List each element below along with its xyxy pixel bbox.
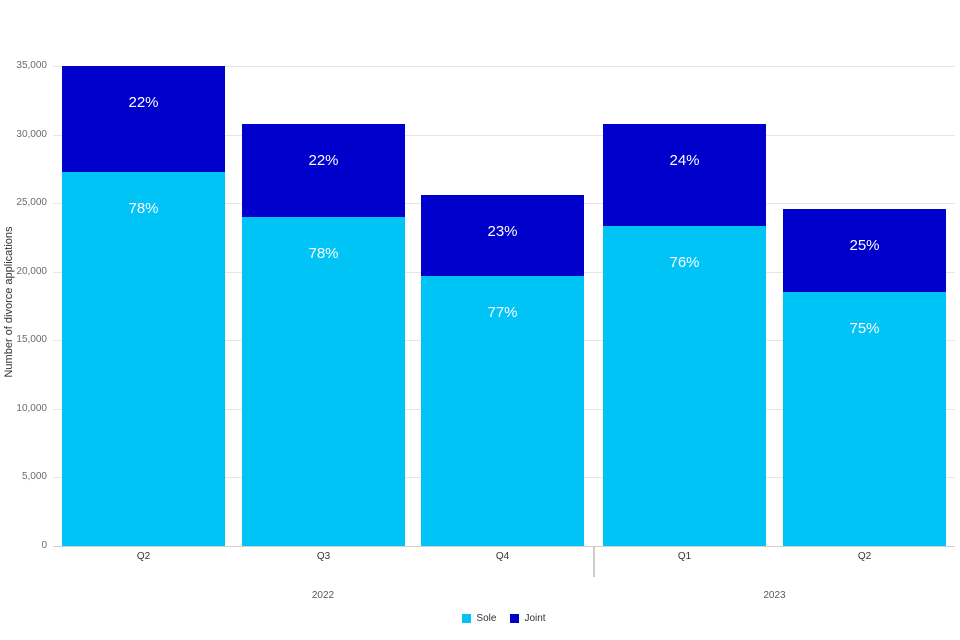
bar-segment-sole: 75% — [783, 292, 946, 546]
x-axis-tick-label: Q3 — [316, 551, 331, 562]
y-axis-tick-label: 35,000 — [16, 60, 47, 71]
y-axis-tick-label: 30,000 — [16, 129, 47, 140]
legend-swatch-joint — [510, 614, 520, 623]
bar-segment-joint: 22% — [62, 66, 225, 172]
legend-item-sole[interactable]: Sole — [462, 613, 496, 624]
x-axis-tick-label: Q2 — [857, 551, 872, 562]
bar-segment-joint: 24% — [603, 123, 766, 227]
bar-segment-sole: 76% — [603, 226, 766, 546]
year-group-label: 2022 — [311, 590, 335, 601]
bar-percent-label: 77% — [487, 303, 518, 321]
bar-percent-label: 78% — [128, 199, 159, 217]
legend-item-joint[interactable]: Joint — [510, 613, 546, 624]
y-axis-title: Number of divorce applications — [3, 226, 15, 378]
bar-percent-label: 78% — [308, 244, 339, 262]
bar-segment-joint: 25% — [783, 208, 946, 293]
gridline — [53, 135, 955, 136]
bar-segment-sole: 77% — [421, 275, 584, 546]
legend-label: Joint — [524, 613, 546, 624]
y-axis-tick-label: 10,000 — [16, 403, 47, 414]
bar-percent-label: 23% — [487, 222, 518, 240]
legend-swatch-sole — [462, 614, 472, 623]
x-axis-tick-label: Q2 — [136, 551, 151, 562]
bar-percent-label: 22% — [308, 151, 339, 169]
bar-percent-label: 22% — [128, 94, 159, 111]
gridline — [53, 66, 955, 67]
bar-segment-sole: 78% — [242, 216, 405, 546]
y-axis-tick-label: 5,000 — [21, 471, 47, 482]
bar-percent-label: 25% — [849, 236, 880, 254]
y-axis-tick-label: 20,000 — [16, 266, 47, 277]
year-divider-line — [593, 546, 595, 577]
legend: Sole Joint — [62, 613, 946, 624]
bar-percent-label: 76% — [669, 254, 700, 272]
y-axis-tick-label: 0 — [41, 540, 47, 551]
y-axis-tick-label: 25,000 — [16, 197, 47, 208]
x-axis-tick-label: Q1 — [677, 551, 692, 562]
y-axis-tick-label: 15,000 — [16, 334, 47, 345]
bar-percent-label: 75% — [849, 320, 880, 338]
bar-segment-sole: 78% — [62, 171, 225, 546]
bar-percent-label: 24% — [669, 151, 700, 169]
legend-label: Sole — [476, 613, 497, 624]
x-axis-tick-label: Q4 — [495, 551, 510, 562]
bar-segment-joint: 23% — [421, 194, 584, 276]
bar-segment-joint: 22% — [242, 123, 405, 217]
year-group-label: 2023 — [763, 590, 786, 601]
x-axis-line — [53, 546, 955, 547]
